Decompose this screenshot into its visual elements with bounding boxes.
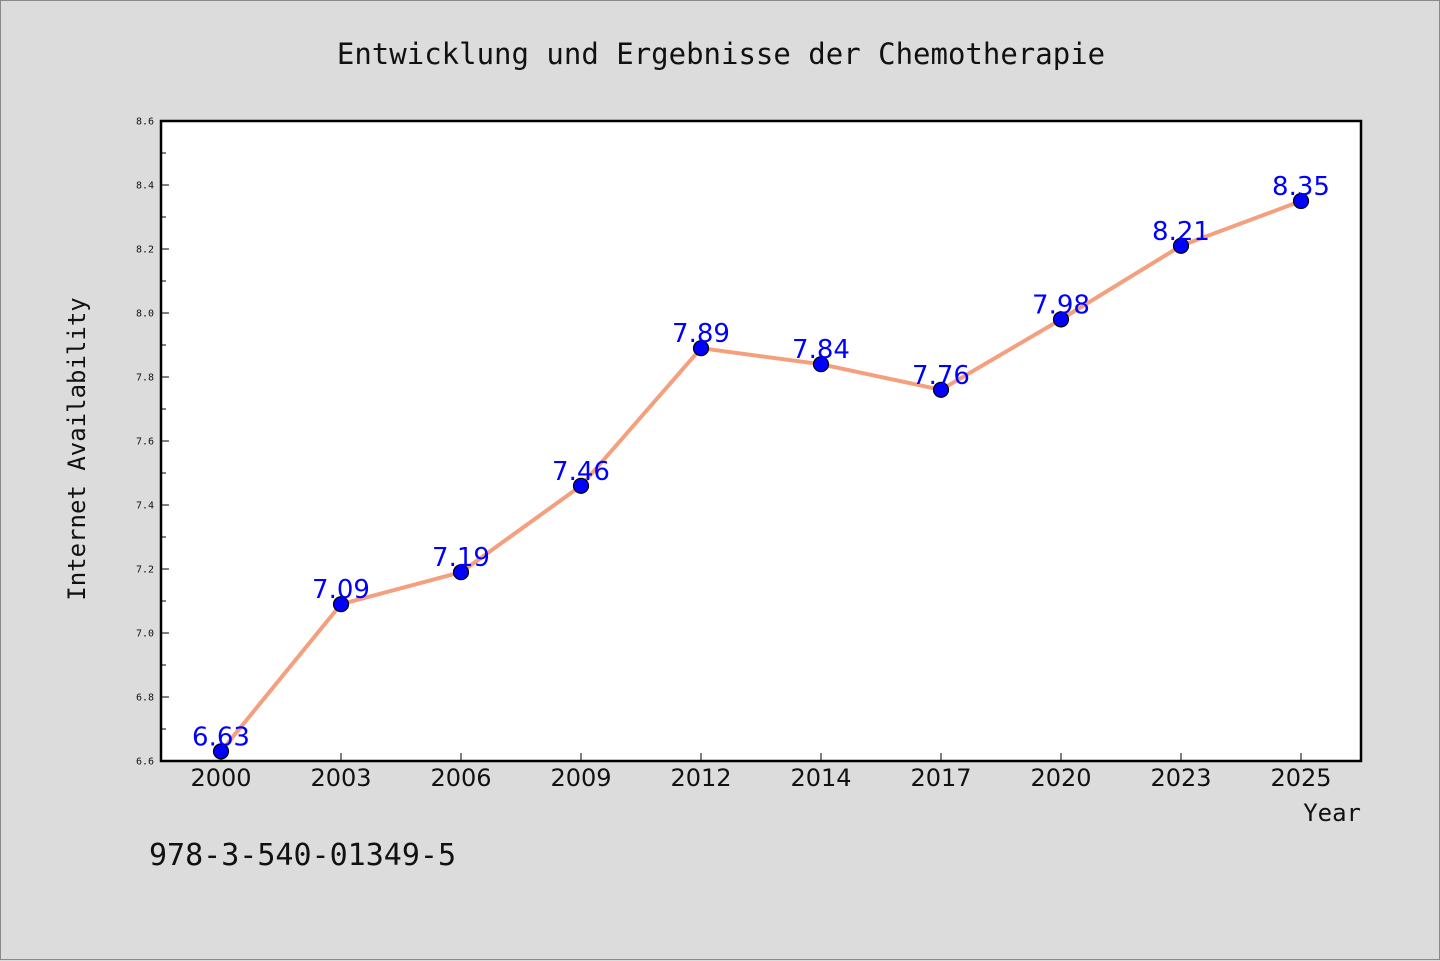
data-label: 6.63 [192,722,250,752]
y-tick-label: 8.6 [136,117,154,128]
x-tick-label: 2014 [790,764,851,792]
y-tick-label: 7.2 [136,565,154,576]
data-point [212,743,230,760]
x-tick-label: 2025 [1270,764,1331,792]
data-label: 7.98 [1032,290,1090,320]
data-point [1172,237,1190,254]
data-label: 7.19 [432,543,490,573]
data-point [692,340,710,357]
y-tick-label: 8.4 [136,181,154,192]
x-tick-label: 2006 [430,764,491,792]
y-tick-label: 7.6 [136,437,154,448]
x-tick-label: 2000 [190,764,251,792]
data-label: 8.35 [1272,172,1330,202]
x-tick-label: 2012 [670,764,731,792]
y-tick-label: 7.4 [136,501,154,512]
x-tick-label: 2003 [310,764,371,792]
data-point [932,381,950,398]
y-tick-label: 7.0 [136,629,154,640]
data-label: 8.21 [1152,217,1210,247]
data-point [572,477,590,494]
x-tick-label: 2009 [550,764,611,792]
data-label: 7.84 [792,335,850,365]
data-label: 7.89 [672,319,730,349]
x-tick-label: 2020 [1030,764,1091,792]
data-point [452,564,470,581]
y-tick-label: 7.8 [136,373,154,384]
data-label: 7.46 [552,457,610,487]
y-tick-label: 6.8 [136,693,154,704]
data-point [812,356,830,373]
y-axis: 6.6 6.8 7.0 7.2 7.4 7.6 7.8 8.0 8.2 8.4 8.6 [136,117,169,768]
data-point [1052,311,1070,328]
chart-title: Entwicklung und Ergebnisse der Chemother… [337,37,1105,71]
y-tick-label: 8.2 [136,245,154,256]
x-axis-label: Year [1303,799,1361,827]
series-layer: 6.63 7.09 7.19 7.46 7.89 7.84 7.76 7.98 8.21 8.35 [192,172,1330,760]
data-label: 7.76 [912,361,970,391]
y-axis-label: Internet Availability [63,297,91,600]
x-tick-label: 2017 [910,764,971,792]
series-line [219,199,1303,754]
x-tick-label: 2023 [1150,764,1211,792]
y-tick-label: 8.0 [136,309,154,320]
data-point [1292,192,1310,210]
y-tick-label: 6.6 [136,757,154,768]
data-label: 7.09 [312,575,370,605]
footer-code: 978-3-540-01349-5 [149,838,456,873]
plot-area [159,119,1363,763]
x-axis: 2000 2003 2006 2009 2012 2014 2017 2020 2023 2025 [190,753,1332,792]
data-point [332,596,350,613]
